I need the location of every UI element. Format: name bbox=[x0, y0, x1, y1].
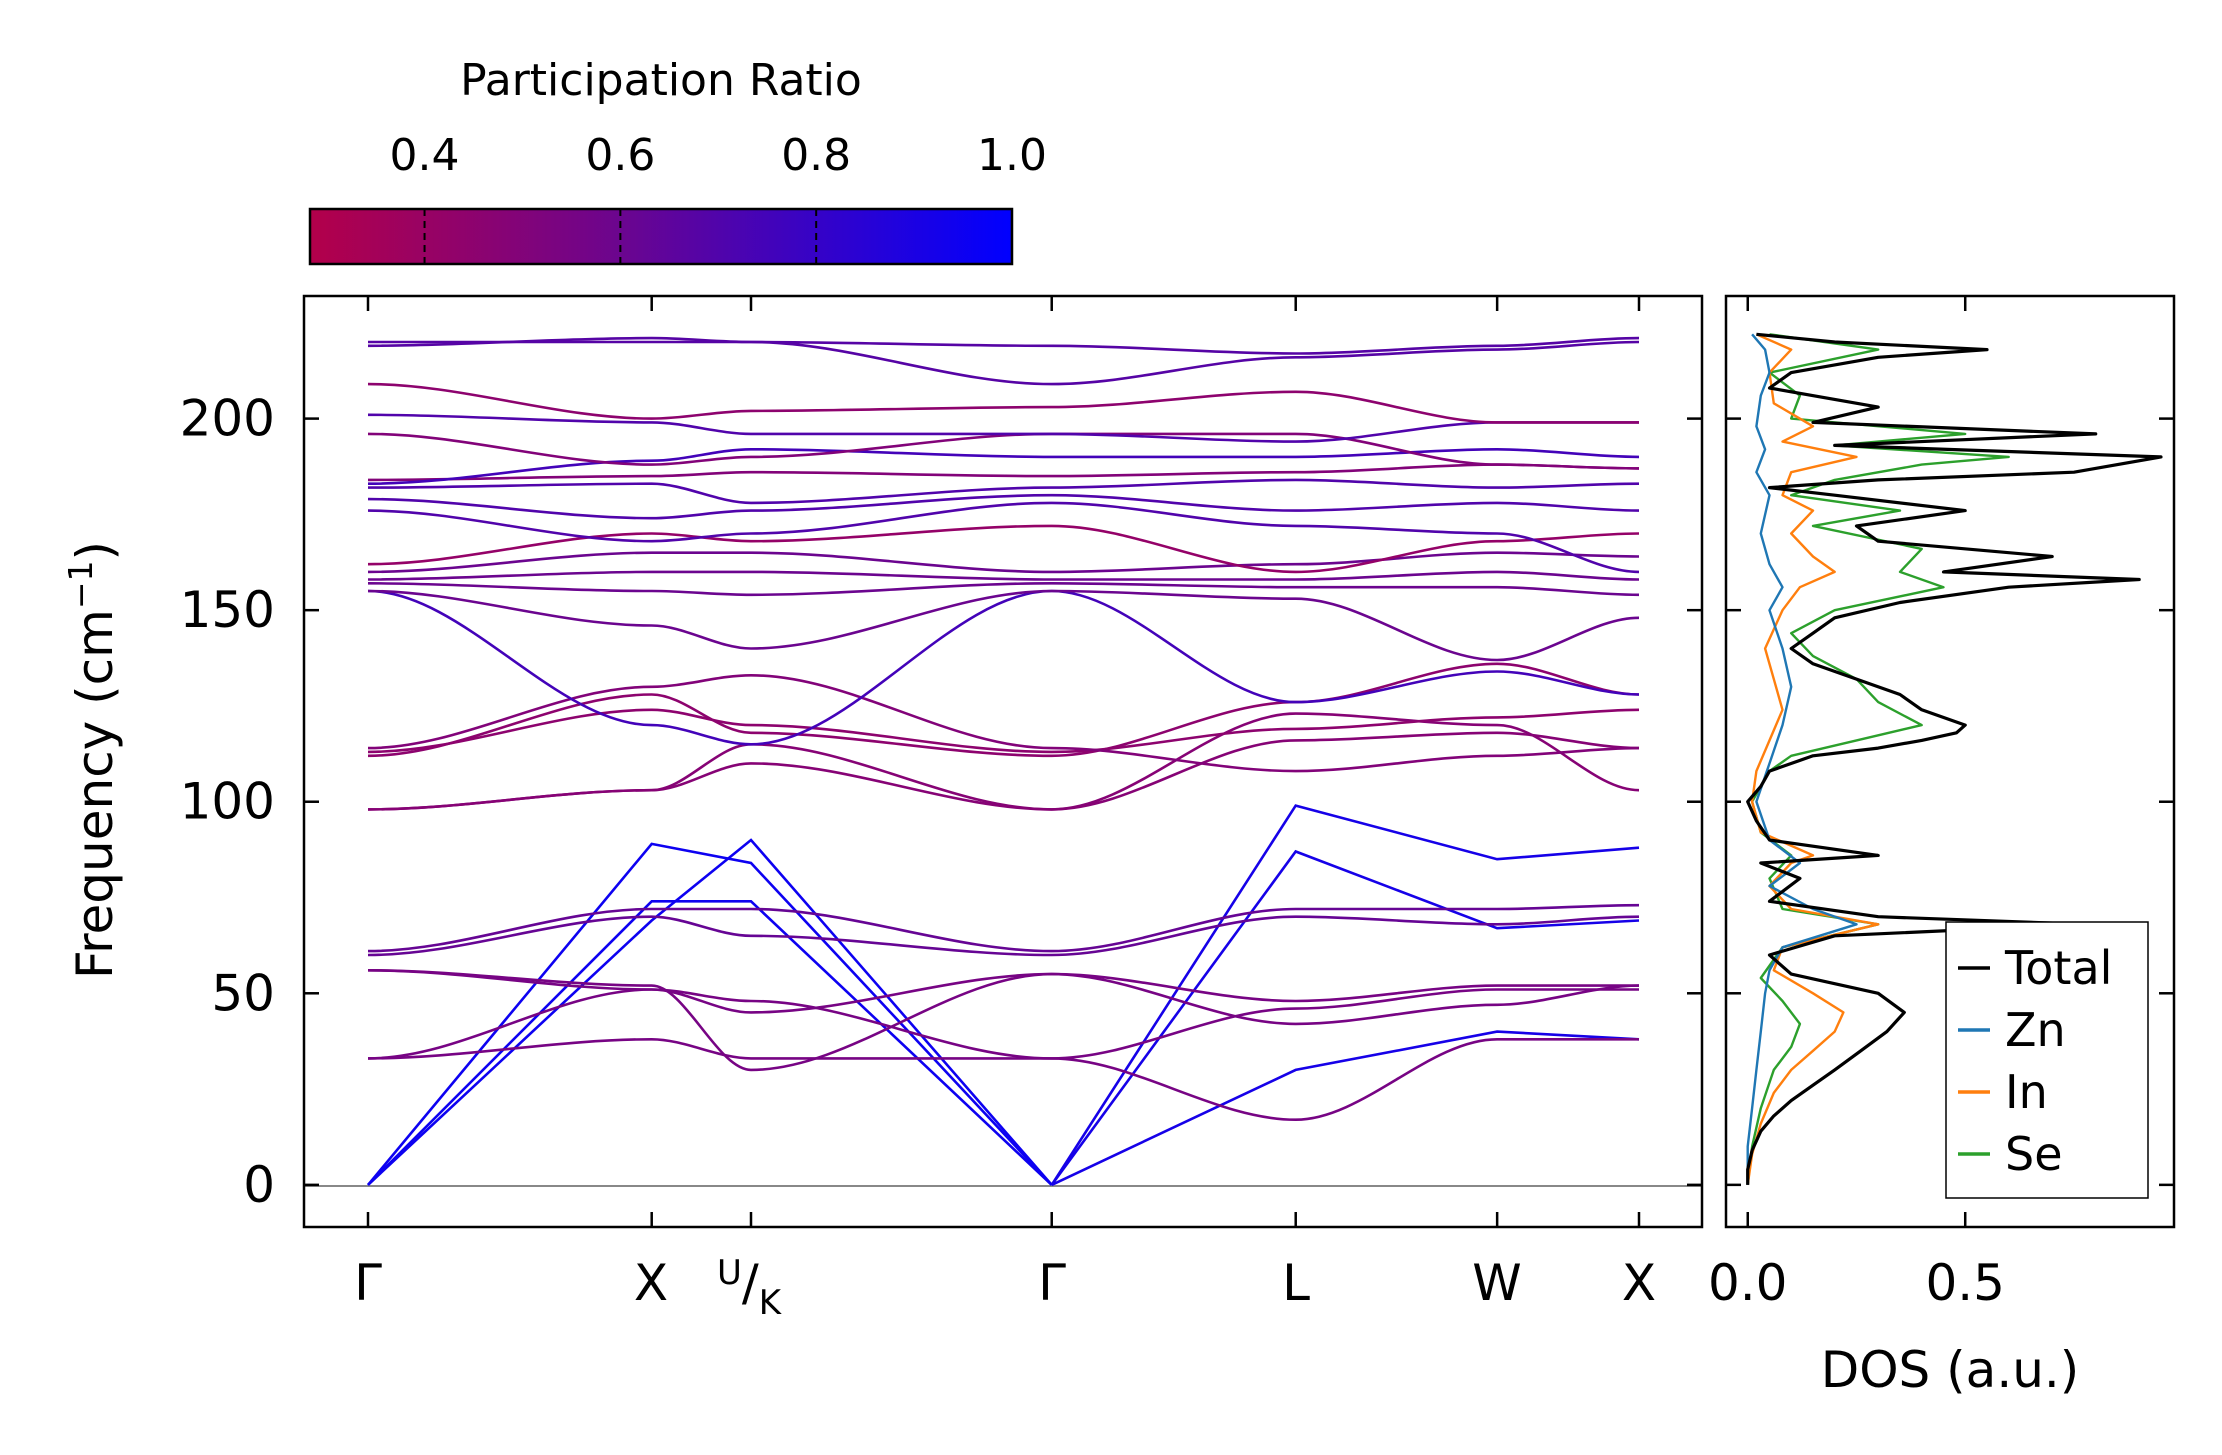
colorbar-tick-label: 0.6 bbox=[585, 130, 655, 181]
phonon-band bbox=[367, 1037, 1639, 1122]
dos-x-axis-label: DOS (a.u.) bbox=[1821, 1341, 2080, 1399]
phonon-band bbox=[367, 581, 1640, 597]
y-tick-label: 200 bbox=[180, 390, 275, 448]
phonon-band bbox=[367, 589, 1640, 662]
kpoint-label-gamma-1: Γ bbox=[354, 1254, 382, 1312]
colorbar-tick-label: 1.0 bbox=[977, 130, 1047, 181]
dos-x-tick-label: 0.0 bbox=[1708, 1254, 1788, 1312]
y-axis-ticks: 0 50 100 150 200 bbox=[180, 390, 1702, 1214]
dos-curves bbox=[1746, 332, 2163, 1186]
y-tick-label: 150 bbox=[180, 581, 275, 639]
legend-label-zn: Zn bbox=[2005, 1003, 2066, 1057]
phonon-band bbox=[367, 969, 1639, 1072]
legend-label-se: Se bbox=[2005, 1127, 2063, 1181]
colorbar-tick-label: 0.8 bbox=[781, 130, 851, 181]
y-tick-label: 100 bbox=[180, 773, 275, 831]
phonon-band bbox=[367, 842, 1053, 1186]
phonon-band bbox=[367, 900, 1053, 1186]
phonon-bands bbox=[367, 336, 1640, 1187]
phonon-band bbox=[367, 915, 1640, 957]
legend-label-in: In bbox=[2005, 1065, 2048, 1119]
phonon-band bbox=[367, 501, 1640, 574]
dos-x-tick-label: 0.5 bbox=[1925, 1254, 2005, 1312]
colorbar-ticks: 0.4 0.6 0.8 1.0 bbox=[390, 130, 1047, 264]
y-axis-label: Frequency (cm−1) bbox=[61, 541, 124, 979]
phonon-band bbox=[367, 493, 1640, 520]
phonon-band bbox=[367, 413, 1639, 443]
kpoint-label-x-2: X bbox=[1622, 1254, 1656, 1312]
phonon-band bbox=[367, 524, 1640, 574]
kpoint-label-uk: U/K bbox=[717, 1253, 783, 1323]
phonon-band bbox=[367, 712, 1640, 811]
y-tick-label: 50 bbox=[211, 964, 275, 1022]
phonon-band bbox=[367, 478, 1640, 505]
phonon-band bbox=[367, 447, 1640, 485]
dos-ticks: 0.0 0.5 bbox=[1708, 296, 2174, 1312]
phonon-band bbox=[367, 662, 1640, 758]
kpoint-label-w: W bbox=[1472, 1254, 1521, 1312]
colorbar: Participation Ratio 0.4 0.6 0.8 1.0 bbox=[308, 55, 1047, 266]
kpoint-label-gamma-2: Γ bbox=[1038, 1254, 1066, 1312]
phonon-band bbox=[367, 903, 1640, 953]
kpoint-labels: Γ X U/K Γ L W X bbox=[354, 1253, 1656, 1323]
dos-series-in bbox=[1746, 333, 1880, 1186]
phonon-band bbox=[367, 969, 1640, 1026]
kpoint-label-l: L bbox=[1282, 1254, 1310, 1312]
y-tick-label: 0 bbox=[243, 1156, 275, 1214]
phonon-band bbox=[367, 838, 1053, 1186]
colorbar-tick-label: 0.4 bbox=[390, 130, 460, 181]
phonon-band bbox=[367, 336, 1640, 386]
dos-panel-frame bbox=[1724, 294, 2176, 1229]
dos-series-se bbox=[1746, 333, 2010, 1186]
kpoint-label-x-1: X bbox=[634, 1254, 668, 1312]
legend: Total Zn In Se bbox=[1945, 921, 2149, 1199]
phonon-band bbox=[1051, 1030, 1640, 1187]
band-panel: 0 50 100 150 200 Frequency (cm−1) Γ X U/K Γ … bbox=[61, 294, 1704, 1323]
kpoint-ticks bbox=[366, 296, 1641, 1227]
phonon-band bbox=[367, 463, 1640, 482]
phonon-band bbox=[1050, 804, 1640, 1186]
phonon-band bbox=[367, 382, 1639, 424]
colorbar-title: Participation Ratio bbox=[460, 55, 862, 106]
phonon-band bbox=[367, 708, 1640, 754]
legend-items: Total Zn In Se bbox=[1958, 941, 2112, 1181]
phonon-band bbox=[367, 673, 1640, 773]
legend-label-total: Total bbox=[2004, 941, 2112, 995]
band-panel-frame bbox=[302, 294, 1704, 1229]
dos-series-zn bbox=[1746, 333, 1858, 1185]
phonon-band bbox=[367, 551, 1640, 574]
dos-series-total bbox=[1746, 332, 2163, 1185]
colorbar-gradient bbox=[308, 207, 1014, 266]
phonon-band bbox=[367, 336, 1640, 355]
phonon-band bbox=[1050, 849, 1640, 1186]
dos-panel: 0.0 0.5 DOS (a.u.) Total Zn In Se bbox=[1708, 294, 2176, 1399]
phonon-band bbox=[367, 988, 1639, 1060]
phonon-band bbox=[367, 570, 1640, 581]
